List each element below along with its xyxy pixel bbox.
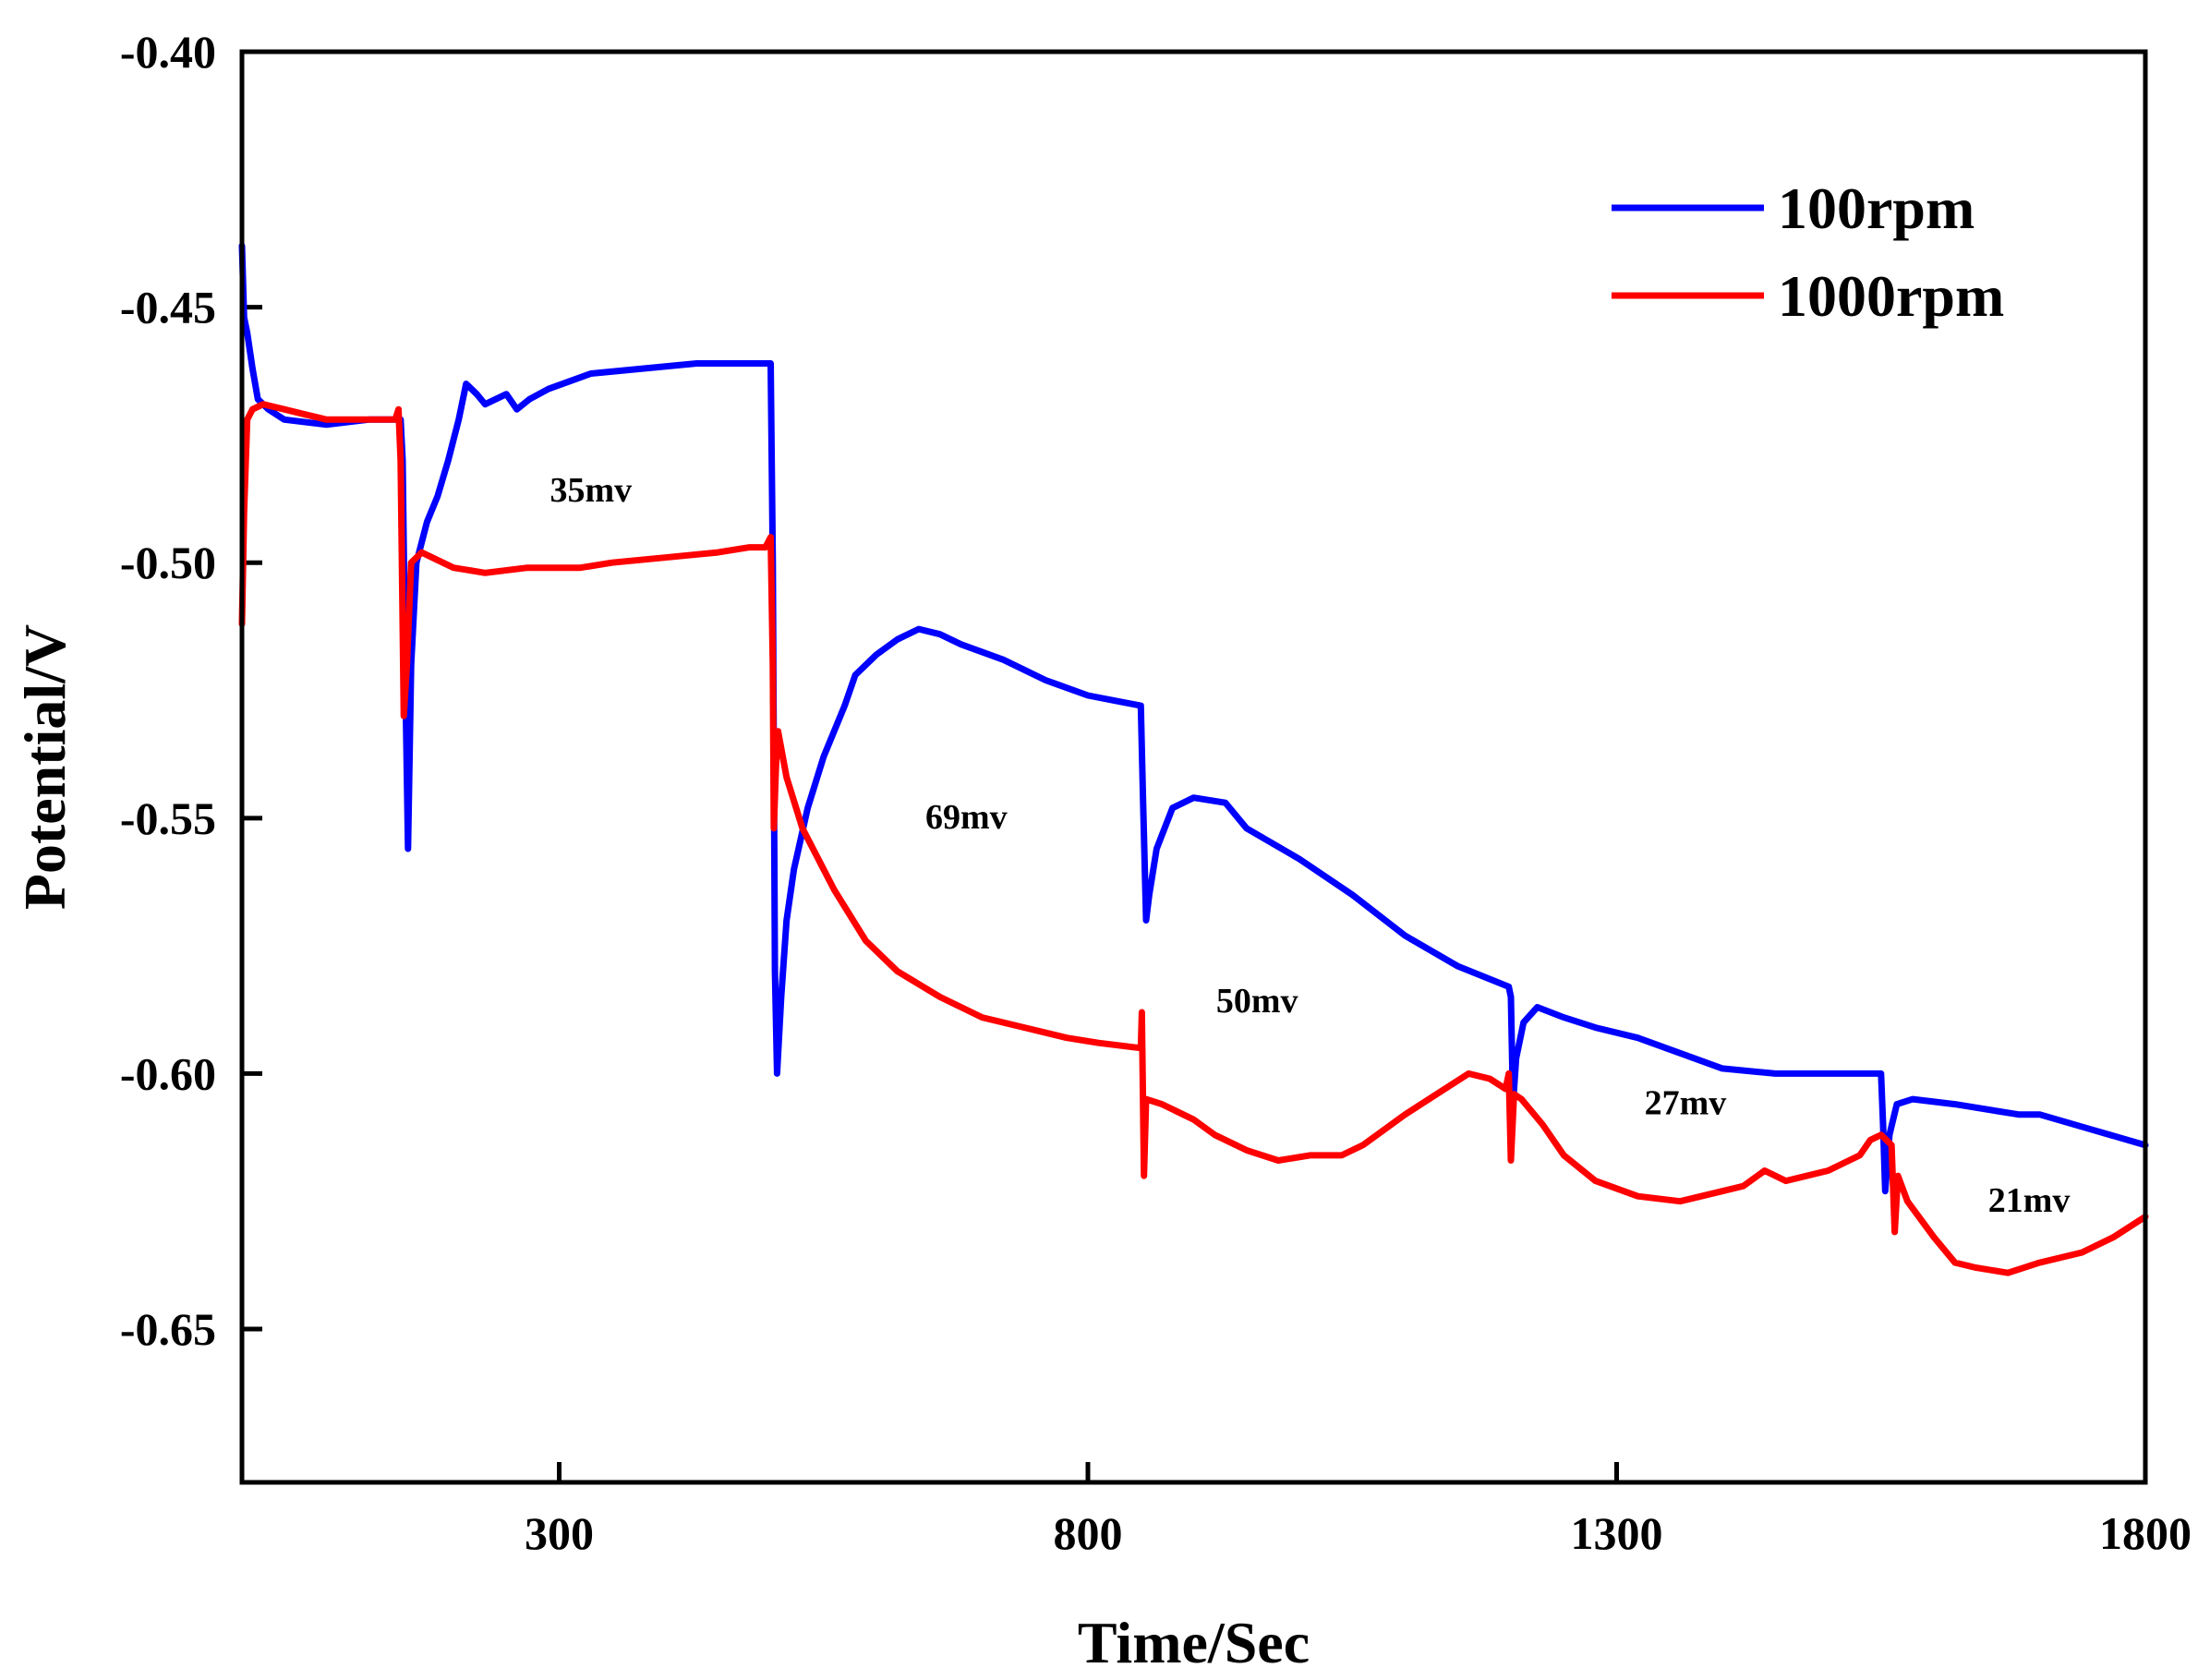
series-layer [238,242,2149,1276]
legend-label-100rpm: 100rpm [1778,175,1975,241]
y-tick-label: -0.55 [120,792,216,844]
x-tick-label: 1800 [2099,1507,2192,1559]
annotation-label: 69mv [925,798,1008,837]
annotation-label: 21mv [1988,1181,2071,1220]
annotation-label: 50mv [1216,982,1298,1021]
x-tick-label: 300 [525,1507,594,1559]
y-tick-label: -0.40 [120,26,216,78]
x-axis-title: Time/Sec [1078,1610,1310,1675]
series-line-100rpm [238,242,2149,1195]
y-tick-label: -0.45 [120,282,216,333]
y-tick-label: -0.50 [120,537,216,588]
annotation-label: 35mv [550,471,633,510]
series-line-1000rpm [238,401,2149,1276]
legend-label-1000rpm: 1000rpm [1778,263,2004,329]
ticks: 300 800 1300 1800 -0.40 -0.45 -0.50 -0.55 -0.60 -… [120,26,2192,1559]
y-axis-title: Potential/V [12,624,78,910]
plot-area-frame [239,49,2148,1485]
y-tick-label: -0.65 [120,1303,216,1355]
y-tick-label: -0.60 [120,1047,216,1099]
legend: 100rpm 1000rpm [1612,175,2004,329]
x-tick-label: 800 [1054,1507,1123,1559]
annotations: 35mv 69mv 50mv 27mv 21mv [550,471,2071,1220]
x-tick-label: 1300 [1571,1507,1663,1559]
annotation-label: 27mv [1645,1084,1727,1123]
